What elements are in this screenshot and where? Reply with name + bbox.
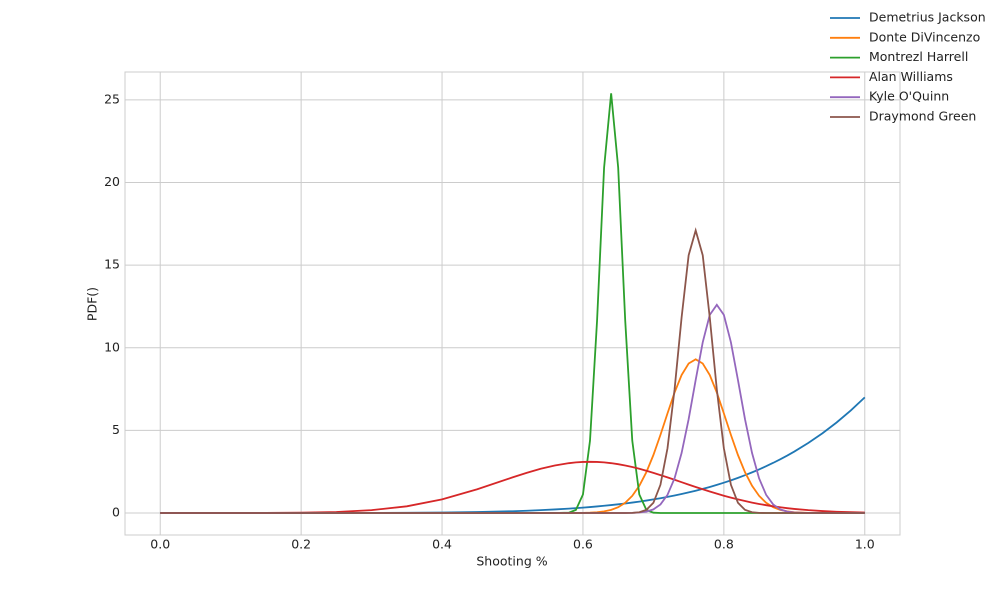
x-tick-label: 0.6 bbox=[573, 537, 593, 552]
x-tick-label: 1.0 bbox=[855, 537, 875, 552]
y-axis-label: PDF() bbox=[85, 287, 100, 321]
y-tick-label: 0 bbox=[112, 505, 120, 520]
legend-label: Alan Williams bbox=[869, 69, 953, 84]
series-line bbox=[160, 460, 865, 514]
y-tick-label: 10 bbox=[104, 339, 120, 354]
legend-label: Draymond Green bbox=[869, 109, 976, 124]
x-axis-label: Shooting % bbox=[476, 554, 547, 569]
series-line bbox=[160, 227, 865, 514]
y-tick-label: 25 bbox=[104, 91, 120, 106]
y-tick-label: 20 bbox=[104, 174, 120, 189]
legend-label: Demetrius Jackson bbox=[869, 10, 986, 25]
legend-label: Donte DiVincenzo bbox=[869, 29, 980, 44]
x-tick-label: 0.2 bbox=[291, 537, 311, 552]
y-tick-label: 15 bbox=[104, 257, 120, 272]
x-tick-label: 0.0 bbox=[150, 537, 170, 552]
plot-area bbox=[124, 71, 901, 536]
y-tick-label: 5 bbox=[112, 422, 120, 437]
legend-label: Kyle O'Quinn bbox=[869, 89, 949, 104]
legend-label: Montrezl Harrell bbox=[869, 49, 968, 64]
x-tick-label: 0.4 bbox=[432, 537, 452, 552]
x-tick-label: 0.8 bbox=[714, 537, 734, 552]
